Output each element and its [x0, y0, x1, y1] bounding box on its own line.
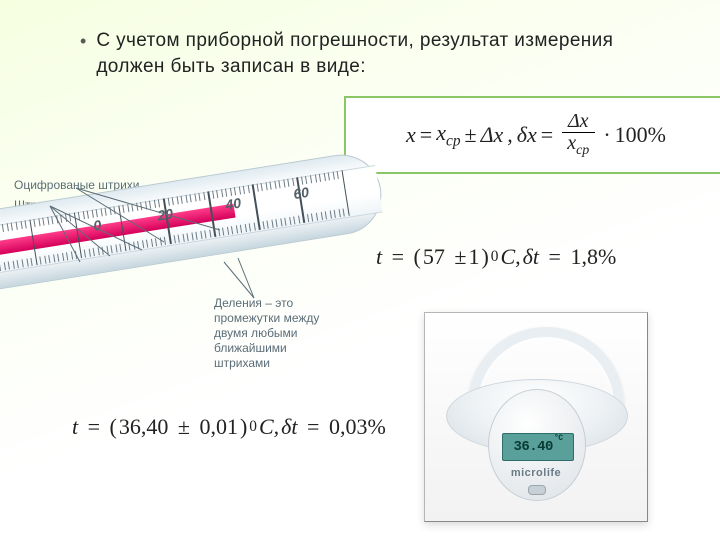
device-button [528, 485, 546, 495]
digital-thermometer-card: 36.40 °C microlife [424, 312, 648, 522]
lcd-unit: °C [554, 434, 563, 443]
sym-x: x [406, 122, 416, 148]
fraction: Δx xср [561, 111, 595, 159]
lcd-display: 36.40 °C [502, 433, 574, 461]
bullet-row: • С учетом приборной погрешности, резуль… [0, 0, 720, 80]
frac-num: Δx [562, 111, 595, 133]
sym-comma: , [507, 122, 513, 148]
sym-pm: ± [465, 122, 477, 148]
scale-20: 20 [156, 205, 174, 223]
lcd-reading: 36.40 [513, 439, 553, 455]
scale-40: 40 [224, 195, 242, 213]
scale-60: 60 [292, 184, 310, 202]
sym-pct: 100% [615, 122, 666, 148]
equation-1: t = ( 57 ± 1 ) 0 C, δt = 1,8% [376, 244, 616, 270]
ann-divisions: Деления – это промежутки между двумя люб… [214, 296, 344, 371]
sym-delta: δx [517, 122, 537, 148]
main-formula-box: x = xср ± Δx , δx = Δx xср · 100% [344, 96, 720, 174]
pacifier-thermometer: 36.40 °C microlife [446, 327, 626, 507]
sym-dot: · [603, 122, 610, 148]
sym-eq2: = [541, 122, 553, 148]
sym-eq1: = [420, 122, 432, 148]
brand-label: microlife [446, 467, 626, 479]
analog-thermometer-diagram: Оцифрованые штрихи Штрихи Деления – это … [14, 186, 342, 350]
sym-dx: Δx [481, 122, 504, 148]
equation-2: t = ( 36,40 ± 0,01 ) 0 C, δt = 0,03% [72, 414, 386, 440]
main-formula: x = xср ± Δx , δx = Δx xср · 100% [406, 111, 666, 159]
bullet-text: С учетом приборной погрешности, результа… [96, 28, 660, 80]
thermometer-body: 0 20 40 60 [0, 149, 385, 293]
frac-den: xср [561, 133, 595, 159]
bullet-dot: • [80, 28, 86, 54]
sym-xavg: xср [436, 120, 460, 150]
